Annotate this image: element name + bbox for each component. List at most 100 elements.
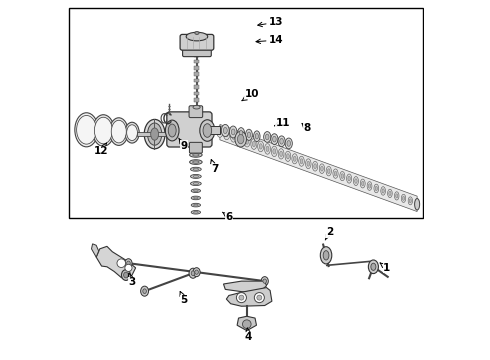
Ellipse shape	[125, 122, 139, 143]
Ellipse shape	[299, 156, 304, 166]
Text: 13: 13	[258, 17, 284, 27]
FancyBboxPatch shape	[167, 112, 212, 147]
Ellipse shape	[333, 169, 338, 178]
Ellipse shape	[278, 136, 285, 147]
Text: 8: 8	[302, 123, 310, 133]
Ellipse shape	[395, 194, 398, 198]
Ellipse shape	[334, 171, 337, 176]
Polygon shape	[220, 125, 417, 212]
Ellipse shape	[223, 127, 227, 134]
Ellipse shape	[280, 151, 283, 157]
Ellipse shape	[95, 117, 112, 144]
Ellipse shape	[271, 134, 278, 144]
Polygon shape	[194, 59, 199, 63]
Ellipse shape	[191, 203, 200, 207]
Ellipse shape	[238, 128, 245, 139]
Ellipse shape	[263, 279, 267, 283]
FancyBboxPatch shape	[183, 47, 211, 57]
Ellipse shape	[189, 268, 197, 278]
Polygon shape	[237, 316, 256, 330]
Ellipse shape	[261, 276, 269, 285]
Ellipse shape	[278, 149, 284, 159]
Ellipse shape	[367, 181, 372, 190]
Ellipse shape	[326, 166, 331, 176]
Ellipse shape	[168, 124, 176, 137]
Ellipse shape	[266, 134, 269, 140]
Ellipse shape	[255, 134, 258, 139]
Text: 4: 4	[245, 328, 252, 342]
Circle shape	[254, 293, 265, 303]
Ellipse shape	[193, 161, 199, 163]
Ellipse shape	[287, 140, 291, 146]
Ellipse shape	[368, 260, 378, 274]
Ellipse shape	[320, 166, 323, 171]
Ellipse shape	[191, 211, 200, 214]
Ellipse shape	[320, 247, 332, 264]
Ellipse shape	[394, 192, 399, 200]
Ellipse shape	[186, 32, 208, 41]
Ellipse shape	[193, 175, 198, 177]
Ellipse shape	[218, 129, 221, 134]
Ellipse shape	[190, 153, 202, 157]
Ellipse shape	[195, 270, 198, 274]
Ellipse shape	[141, 286, 148, 296]
Ellipse shape	[300, 159, 303, 164]
Bar	[69, 8, 422, 218]
Ellipse shape	[111, 120, 126, 143]
Ellipse shape	[264, 132, 271, 142]
Text: 14: 14	[256, 35, 284, 45]
Ellipse shape	[221, 125, 229, 136]
Circle shape	[257, 295, 262, 300]
Ellipse shape	[193, 154, 199, 156]
Ellipse shape	[239, 136, 242, 142]
Ellipse shape	[259, 144, 262, 149]
Ellipse shape	[409, 199, 412, 203]
Ellipse shape	[306, 159, 311, 169]
Ellipse shape	[362, 181, 364, 186]
Ellipse shape	[353, 176, 358, 185]
Circle shape	[239, 295, 244, 300]
Ellipse shape	[194, 204, 198, 206]
Ellipse shape	[319, 164, 324, 174]
Text: 12: 12	[94, 143, 108, 156]
Polygon shape	[226, 288, 272, 306]
Ellipse shape	[348, 176, 350, 181]
Ellipse shape	[237, 134, 244, 145]
Circle shape	[125, 264, 132, 271]
Ellipse shape	[371, 263, 376, 270]
Ellipse shape	[368, 184, 371, 188]
Ellipse shape	[232, 134, 235, 139]
Ellipse shape	[76, 116, 97, 144]
Ellipse shape	[195, 32, 199, 35]
Ellipse shape	[323, 251, 329, 260]
Polygon shape	[209, 126, 220, 134]
Ellipse shape	[389, 191, 391, 195]
Polygon shape	[194, 85, 199, 89]
Ellipse shape	[292, 154, 297, 164]
Ellipse shape	[381, 187, 386, 195]
Ellipse shape	[151, 128, 159, 140]
Ellipse shape	[266, 146, 269, 152]
Ellipse shape	[193, 183, 198, 185]
Ellipse shape	[415, 198, 419, 210]
Ellipse shape	[408, 197, 413, 205]
Ellipse shape	[147, 123, 162, 145]
Polygon shape	[194, 79, 199, 82]
Ellipse shape	[314, 164, 317, 168]
Ellipse shape	[122, 270, 130, 280]
Ellipse shape	[200, 120, 215, 141]
Ellipse shape	[93, 115, 114, 146]
Ellipse shape	[341, 174, 343, 179]
Ellipse shape	[287, 154, 289, 159]
Ellipse shape	[193, 105, 200, 109]
Circle shape	[236, 293, 246, 303]
Ellipse shape	[125, 259, 132, 268]
Polygon shape	[194, 53, 199, 57]
Ellipse shape	[191, 271, 195, 275]
Ellipse shape	[191, 167, 201, 171]
Ellipse shape	[416, 201, 418, 205]
Text: 9: 9	[179, 138, 188, 151]
Ellipse shape	[265, 144, 270, 154]
Text: 11: 11	[274, 118, 290, 128]
Ellipse shape	[239, 131, 243, 136]
